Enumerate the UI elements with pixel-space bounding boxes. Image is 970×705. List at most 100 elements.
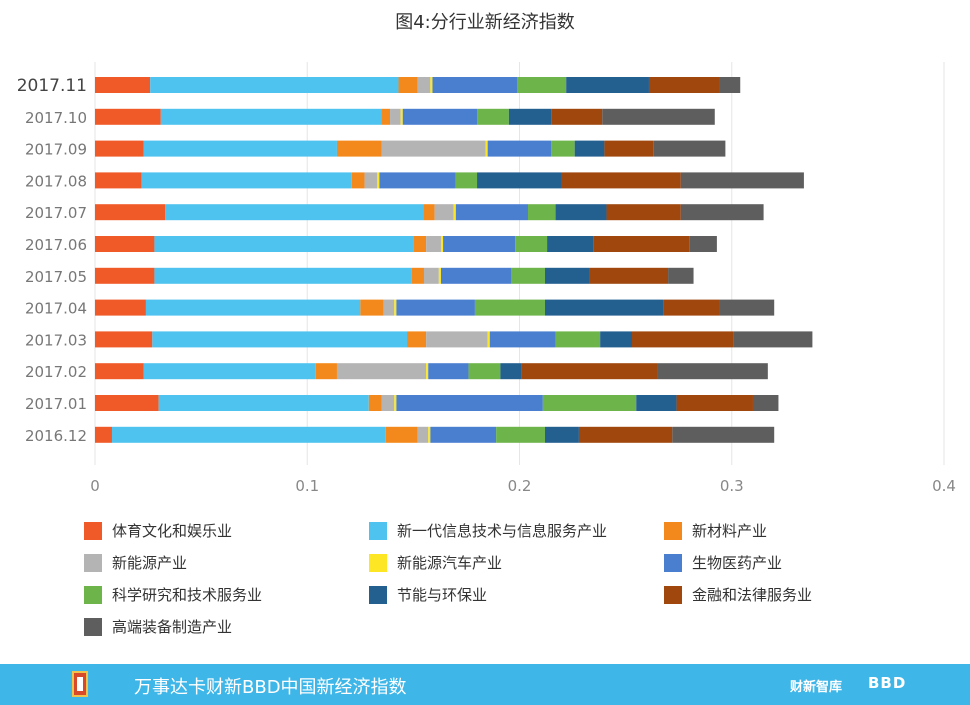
bar-segment <box>438 267 441 284</box>
legend-swatch <box>369 521 387 540</box>
y-category-label: 2017.07 <box>25 204 87 222</box>
bar-segment <box>606 204 681 221</box>
legend-item: 金融和法律服务业 <box>664 584 812 605</box>
bar-segment <box>95 299 146 316</box>
legend-label: 高端装备制造产业 <box>112 618 233 636</box>
x-tick-label: 0.2 <box>508 477 532 495</box>
bar-segment <box>500 363 522 380</box>
legend-label: 节能与环保业 <box>397 586 488 604</box>
bar-segment <box>165 204 424 221</box>
footer-title: 万事达卡财新BBD中国新经济指数 <box>134 677 407 698</box>
y-category-label: 2017.11 <box>17 76 87 96</box>
y-category-label: 2017.04 <box>25 300 87 318</box>
bar-segment <box>95 172 142 189</box>
bar-segment <box>95 363 144 380</box>
legend-item: 新能源产业 <box>84 552 187 573</box>
bar-segment <box>426 236 441 252</box>
bar-segment <box>154 267 412 284</box>
legend-swatch <box>664 521 682 540</box>
bar-segment <box>544 267 590 284</box>
bar-segment <box>143 363 316 380</box>
bar-segment <box>95 395 159 411</box>
bar-segment <box>455 204 528 221</box>
bar-segment <box>394 395 397 411</box>
bar-segment <box>689 236 717 252</box>
bar-segment <box>432 77 518 93</box>
bar-segment <box>426 363 429 380</box>
bar-segment <box>95 77 151 93</box>
legend-label: 体育文化和娱乐业 <box>112 522 233 540</box>
chart-title: 图4:分行业新经济指数 <box>395 12 575 33</box>
bar-segment <box>600 331 632 348</box>
bar-segment <box>95 204 166 221</box>
y-category-label: 2017.01 <box>25 395 87 413</box>
bar-segment <box>141 172 352 189</box>
bar-segment <box>426 331 488 348</box>
legend-label: 科学研究和技术服务业 <box>112 586 263 604</box>
footer-banner: 万事达卡财新BBD中国新经济指数 财新智库 BBD <box>0 664 970 705</box>
bar-segment <box>336 140 382 157</box>
bar-segment <box>561 172 681 189</box>
bar-segment <box>430 426 497 443</box>
caixin-think-tank-logo: 财新智库 <box>790 680 843 695</box>
bar-segment <box>377 172 380 189</box>
bar-segment <box>663 299 720 316</box>
bar-segment <box>468 363 501 380</box>
bar-segment <box>95 426 112 443</box>
bar-segment <box>417 77 431 93</box>
bar-segment <box>360 299 384 316</box>
index-logo-icon <box>72 671 88 697</box>
y-category-label: 2017.02 <box>25 363 87 381</box>
bar-segment <box>423 267 439 284</box>
legend-label: 新能源汽车产业 <box>397 554 503 572</box>
x-tick-label: 0.4 <box>932 477 956 495</box>
bar-segment <box>555 204 607 221</box>
bar-segment <box>400 108 403 125</box>
bar-segment <box>515 236 548 252</box>
legend-item: 科学研究和技术服务业 <box>84 584 262 605</box>
bar-segment <box>315 363 337 380</box>
bar-segment <box>477 108 509 125</box>
y-category-label: 2016.12 <box>25 427 87 445</box>
bar-segment <box>443 236 516 252</box>
bar-segment <box>160 108 382 125</box>
legend-item: 新材料产业 <box>664 520 767 541</box>
bar-segment <box>364 172 378 189</box>
bar-segment <box>489 331 556 348</box>
y-category-label: 2017.10 <box>25 109 87 127</box>
legend-label: 新材料产业 <box>692 522 768 540</box>
legend-item: 生物医药产业 <box>664 552 782 573</box>
bar-segment <box>407 331 427 348</box>
bar-segment <box>589 267 669 284</box>
bar-segment <box>544 299 664 316</box>
bar-segment <box>396 395 543 411</box>
bar-segment <box>508 108 552 125</box>
bar-segment <box>511 267 545 284</box>
bar-segment <box>95 236 155 252</box>
bar-segment <box>752 395 779 411</box>
bar-segment <box>453 204 456 221</box>
y-category-label: 2017.06 <box>25 236 87 254</box>
bar-segment <box>413 236 427 252</box>
bar-segment <box>95 267 155 284</box>
bar-segment <box>680 172 804 189</box>
bar-segment <box>383 299 395 316</box>
bar-segment <box>398 77 418 93</box>
legend-item: 高端装备制造产业 <box>84 616 232 637</box>
bar-segment <box>477 172 562 189</box>
legend-swatch <box>369 585 387 604</box>
chart-plot: 0 0.1 0.2 0.3 0.4 2017.11 2017.10 2017.09 2017.0… <box>17 62 956 495</box>
bar-segment <box>423 204 435 221</box>
bar-segment <box>379 172 456 189</box>
legend-swatch <box>84 585 102 604</box>
bar-segment <box>676 395 753 411</box>
bar-segment <box>527 204 556 221</box>
bar-segment <box>428 426 431 443</box>
bar-segment <box>474 299 545 316</box>
bar-segment <box>604 140 654 157</box>
legend-item: 节能与环保业 <box>369 584 487 605</box>
bar-segment <box>152 331 408 348</box>
bar-segment <box>542 395 637 411</box>
x-tick-label: 0.3 <box>720 477 744 495</box>
bar-segment <box>680 204 764 221</box>
